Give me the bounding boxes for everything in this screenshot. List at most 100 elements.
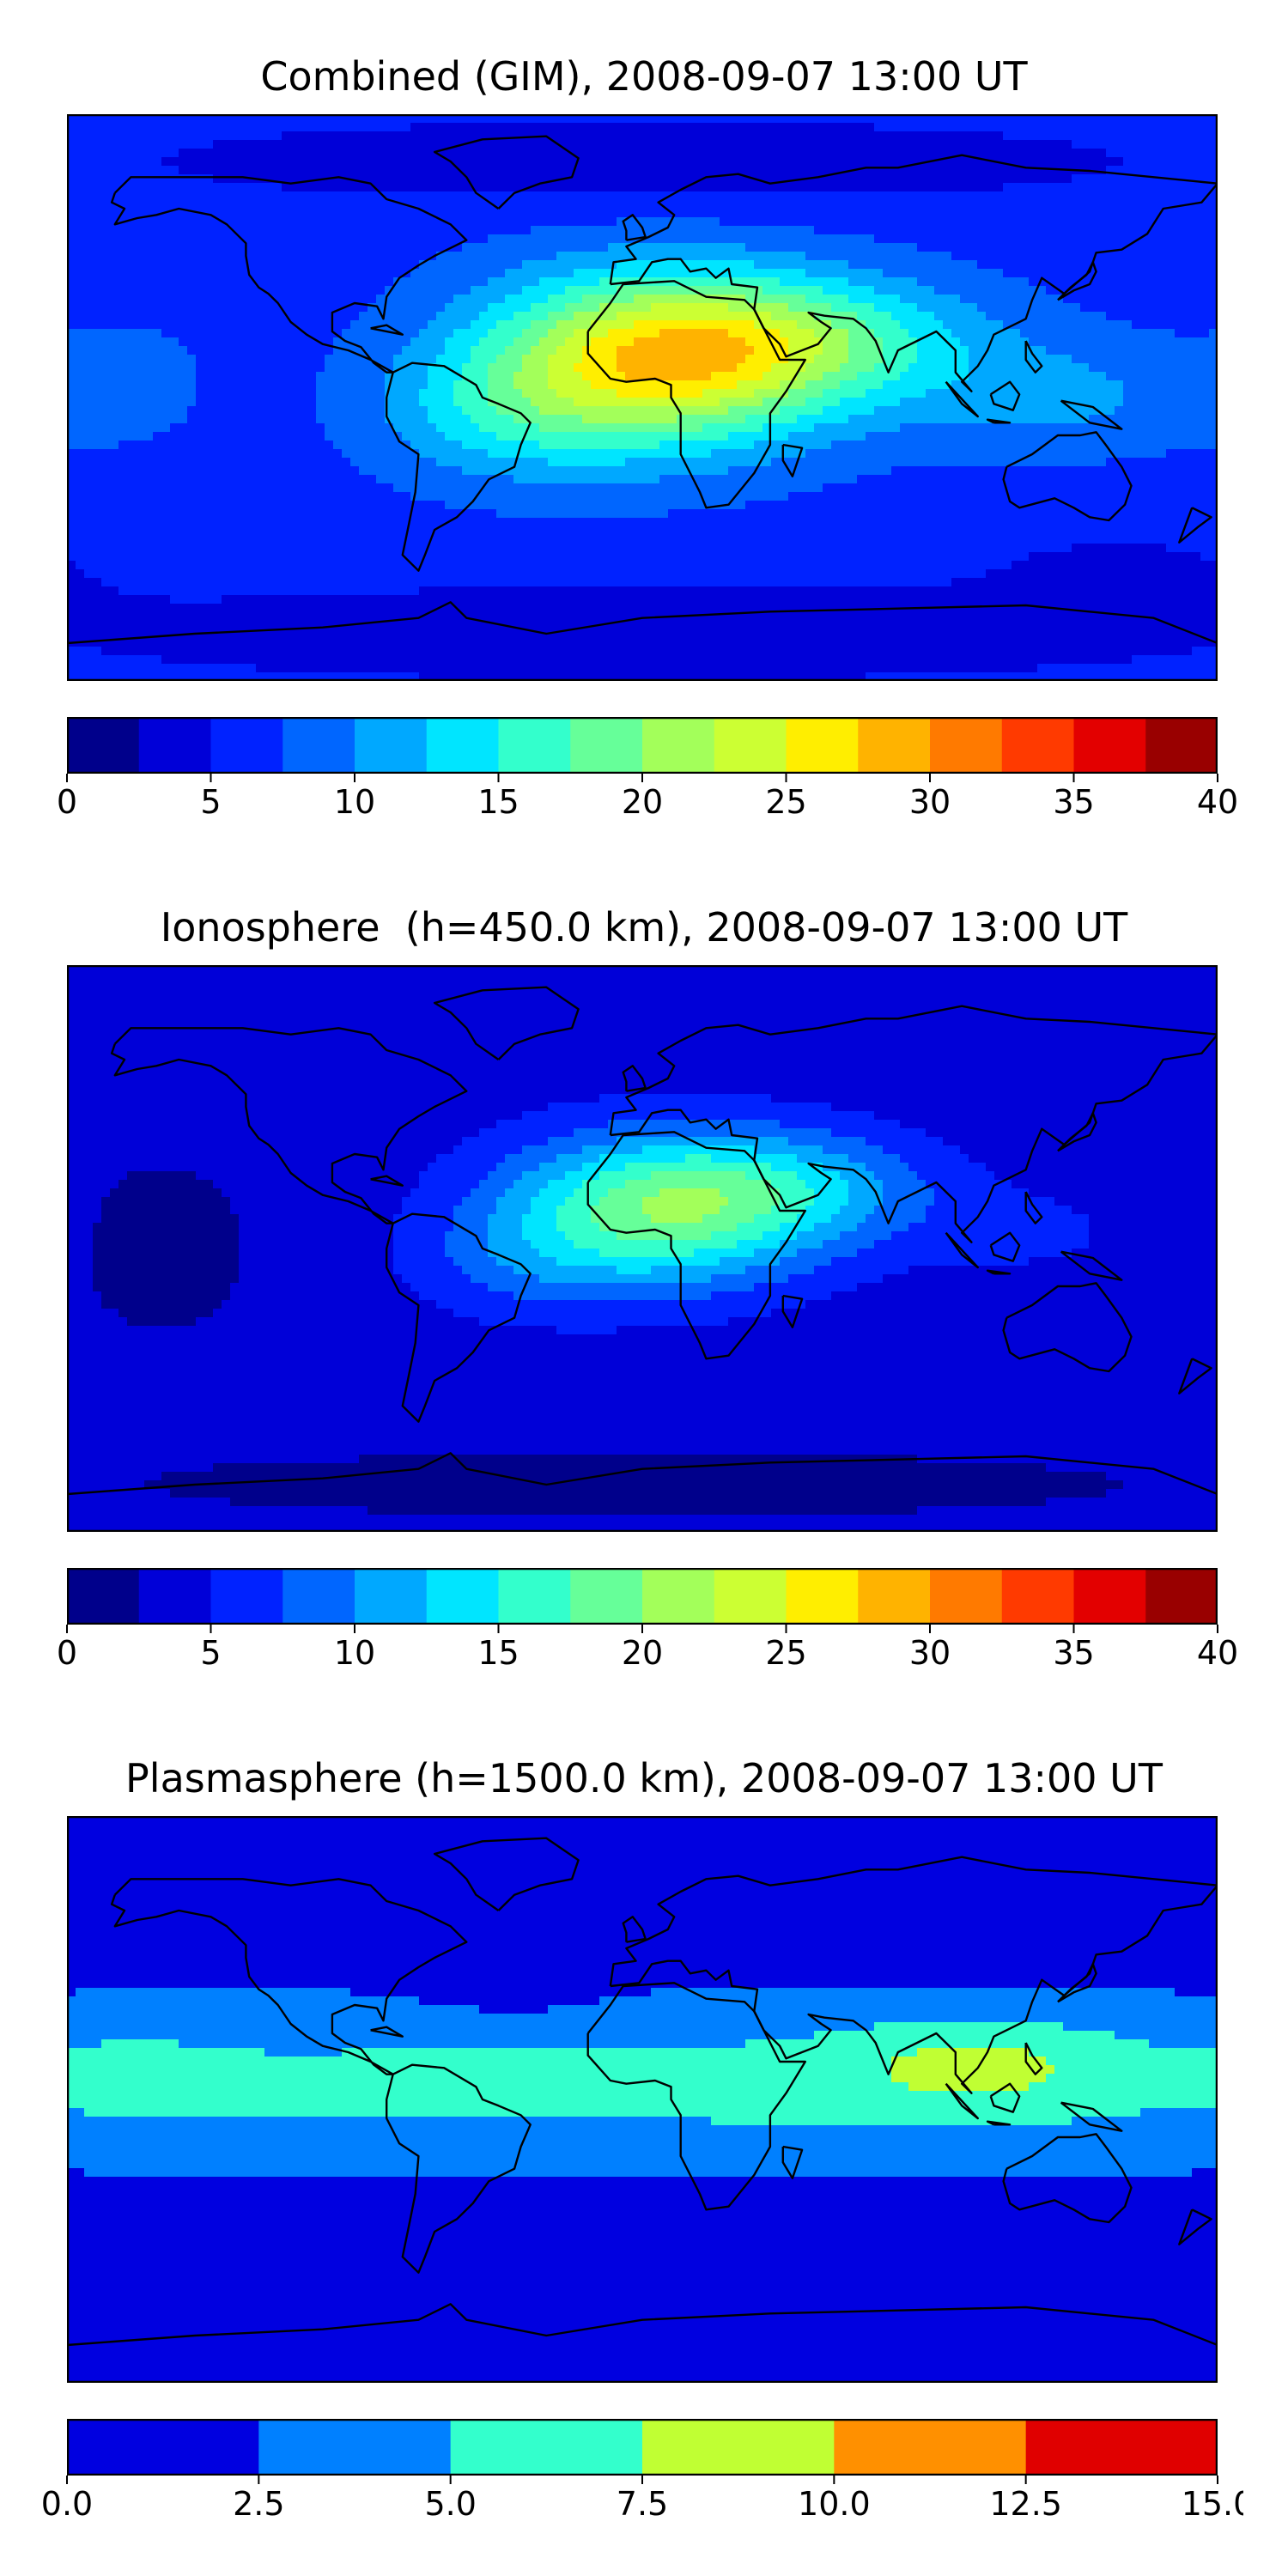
contour-cell (582, 295, 592, 304)
contour-cell (505, 380, 514, 390)
contour-cell (393, 174, 403, 184)
contour-cell (977, 174, 987, 184)
contour-cell (960, 286, 969, 295)
contour-cell (453, 234, 463, 244)
contour-cell (883, 200, 892, 210)
contour-cell (325, 252, 334, 261)
contour-cell (994, 389, 1004, 398)
contour-cell (762, 286, 772, 295)
contour-cell (101, 355, 111, 364)
contour-cell (1097, 329, 1107, 338)
contour-cell (385, 174, 394, 184)
contour-cell (1097, 234, 1107, 244)
contour-cell (694, 209, 703, 218)
contour-cell (694, 243, 703, 252)
contour-cell (196, 149, 205, 158)
contour-cell (754, 303, 763, 313)
contour-cell (728, 346, 738, 355)
contour-cell (1157, 380, 1167, 390)
contour-cell (874, 389, 884, 398)
contour-cell (1149, 114, 1158, 124)
contour-cell (720, 174, 729, 184)
contour-cell (316, 123, 325, 132)
contour-cell (213, 329, 222, 338)
contour-cell (745, 131, 755, 141)
contour-cell (101, 277, 111, 287)
contour-cell (76, 372, 85, 381)
contour-cell (1020, 234, 1030, 244)
contour-cell (118, 363, 128, 373)
contour-cell (617, 157, 626, 167)
contour-cell (891, 243, 901, 252)
contour-cell (762, 312, 772, 321)
contour-cell (814, 243, 823, 252)
contour-cell (574, 303, 583, 313)
contour-cell (1209, 423, 1218, 433)
contour-cell (299, 423, 308, 433)
contour-cell (471, 423, 480, 433)
contour-cell (608, 329, 617, 338)
contour-cell (1209, 131, 1218, 141)
contour-cell (994, 372, 1004, 381)
contour-cell (702, 243, 712, 252)
contour-cell (393, 149, 403, 158)
contour-cell (419, 226, 428, 235)
contour-cell (110, 389, 119, 398)
contour-cell (1012, 252, 1021, 261)
contour-cell (582, 312, 592, 321)
contour-cell (1200, 183, 1210, 192)
contour-cell (823, 234, 832, 244)
contour-cell (136, 337, 145, 347)
contour-cell (762, 355, 772, 364)
contour-cell (702, 389, 712, 398)
contour-cell (908, 406, 918, 416)
contour-cell (591, 320, 600, 330)
contour-cell (333, 312, 343, 321)
contour-cell (1175, 415, 1184, 424)
contour-cell (694, 329, 703, 338)
contour-cell (127, 226, 137, 235)
contour-cell (556, 346, 566, 355)
contour-cell (1123, 363, 1133, 373)
contour-cell (943, 286, 952, 295)
contour-cell (513, 183, 523, 192)
contour-cell (1037, 406, 1047, 416)
contour-cell (685, 131, 695, 141)
contour-cell (522, 337, 532, 347)
contour-cell (900, 149, 909, 158)
contour-cell (617, 286, 626, 295)
contour-cell (831, 217, 841, 227)
contour-cell (754, 252, 763, 261)
contour-cell (1123, 398, 1133, 407)
contour-cell (891, 415, 901, 424)
contour-cell (127, 140, 137, 149)
contour-cell (1080, 191, 1090, 201)
contour-cell (264, 277, 274, 287)
contour-cell (1020, 337, 1030, 347)
contour-cell (994, 200, 1004, 210)
contour-cell (1123, 200, 1133, 210)
contour-cell (1209, 406, 1218, 416)
contour-cell (333, 234, 343, 244)
contour-cell (1097, 303, 1107, 313)
contour-cell (110, 406, 119, 416)
contour-cell (900, 140, 909, 149)
contour-cell (385, 157, 394, 167)
contour-cell (1183, 252, 1193, 261)
contour-cell (290, 174, 300, 184)
contour-cell (1192, 166, 1201, 175)
contour-cell (488, 337, 497, 347)
contour-cell (1149, 217, 1158, 227)
contour-cell (1209, 149, 1218, 158)
contour-cell (522, 252, 532, 261)
contour-cell (256, 380, 265, 390)
contour-cell (453, 131, 463, 141)
contour-cell (436, 140, 446, 149)
contour-cell (531, 252, 540, 261)
contour-cell (960, 174, 969, 184)
contour-cell (471, 277, 480, 287)
contour-cell (720, 363, 729, 373)
contour-cell (393, 363, 403, 373)
contour-cell (428, 355, 437, 364)
contour-cell (127, 389, 137, 398)
